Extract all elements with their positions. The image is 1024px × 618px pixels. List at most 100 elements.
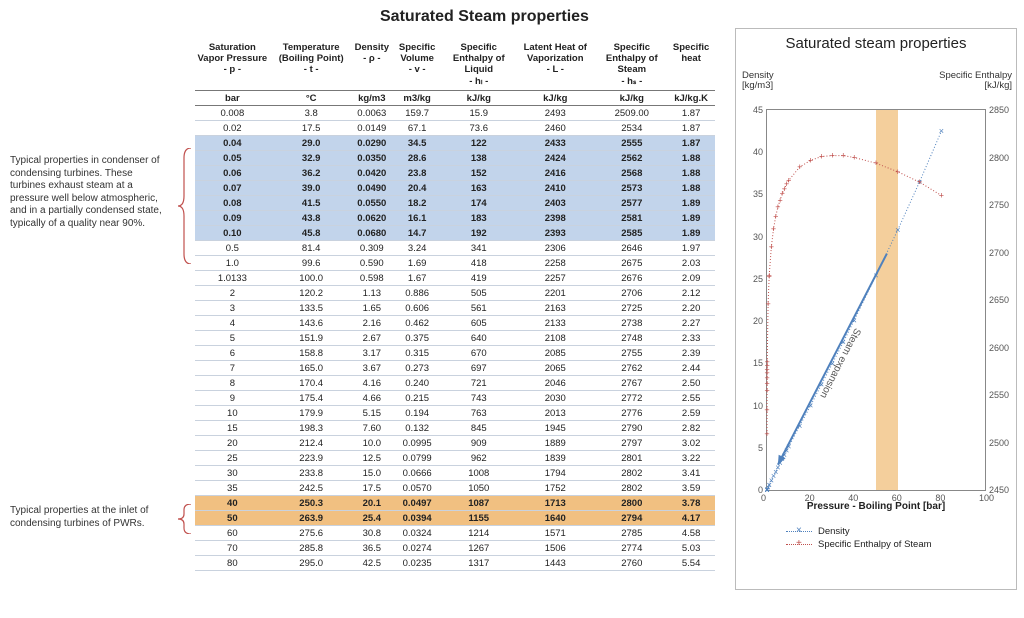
annotation-pwr: Typical properties at the inlet of conde… bbox=[10, 505, 170, 530]
cell: 159.7 bbox=[391, 106, 443, 121]
cell: 295.0 bbox=[270, 556, 353, 571]
cell: 1.88 bbox=[667, 166, 715, 181]
table-row: 20212.410.00.0995909188927973.02 bbox=[195, 436, 715, 451]
steam-table: Saturation Vapor Pressure- p -Temperatur… bbox=[195, 40, 715, 571]
table-row: 3133.51.650.606561216327252.20 bbox=[195, 301, 715, 316]
table-row: 1.099.60.5901.69418225826752.03 bbox=[195, 256, 715, 271]
cell: 2.44 bbox=[667, 361, 715, 376]
cell: 2433 bbox=[514, 136, 596, 151]
svg-text:+: + bbox=[769, 242, 774, 252]
cell: 242.5 bbox=[270, 481, 353, 496]
cell: 2306 bbox=[514, 241, 596, 256]
cell: 5.54 bbox=[667, 556, 715, 571]
cell: 0.0995 bbox=[391, 436, 443, 451]
cell: 15 bbox=[195, 421, 270, 436]
cell: 212.4 bbox=[270, 436, 353, 451]
table-row: 9175.44.660.215743203027722.55 bbox=[195, 391, 715, 406]
table-row: 15198.37.600.132845194527902.82 bbox=[195, 421, 715, 436]
legend: ×Density+Specific Enthalpy of Steam bbox=[786, 524, 932, 552]
cell: 20 bbox=[195, 436, 270, 451]
table-row: 5151.92.670.375640210827482.33 bbox=[195, 331, 715, 346]
cell: 1.69 bbox=[391, 256, 443, 271]
cell: 1317 bbox=[443, 556, 514, 571]
cell: 36.2 bbox=[270, 166, 353, 181]
cell: 640 bbox=[443, 331, 514, 346]
cell: 2802 bbox=[596, 466, 667, 481]
cell: 505 bbox=[443, 286, 514, 301]
cell: 2706 bbox=[596, 286, 667, 301]
cell: 0.0680 bbox=[353, 226, 391, 241]
cell: 17.5 bbox=[353, 481, 391, 496]
cell: 99.6 bbox=[270, 256, 353, 271]
cell: 0.10 bbox=[195, 226, 270, 241]
cell: 0.375 bbox=[391, 331, 443, 346]
cell: 0.0274 bbox=[391, 541, 443, 556]
cell: 12.5 bbox=[353, 451, 391, 466]
cell: 30 bbox=[195, 466, 270, 481]
cell: 0.0620 bbox=[353, 211, 391, 226]
cell: 2509.00 bbox=[596, 106, 667, 121]
cell: 2403 bbox=[514, 196, 596, 211]
svg-text:+: + bbox=[764, 405, 769, 415]
cell: 1.88 bbox=[667, 181, 715, 196]
svg-text:+: + bbox=[771, 224, 776, 234]
table-row: 0.0083.80.0063159.715.924932509.001.87 bbox=[195, 106, 715, 121]
cell: 0.0570 bbox=[391, 481, 443, 496]
cell: 0.06 bbox=[195, 166, 270, 181]
col-header: Specific Volume- v - bbox=[391, 40, 443, 91]
col-header: Density- ρ - bbox=[353, 40, 391, 91]
cell: 0.273 bbox=[391, 361, 443, 376]
cell: 32.9 bbox=[270, 151, 353, 166]
svg-text:+: + bbox=[917, 177, 922, 187]
cell: 1267 bbox=[443, 541, 514, 556]
cell: 2797 bbox=[596, 436, 667, 451]
cell: 1.0133 bbox=[195, 271, 270, 286]
cell: 4.58 bbox=[667, 526, 715, 541]
cell: 15.0 bbox=[353, 466, 391, 481]
cell: 2065 bbox=[514, 361, 596, 376]
cell: 9 bbox=[195, 391, 270, 406]
unit-cell: m3/kg bbox=[391, 91, 443, 106]
cell: 763 bbox=[443, 406, 514, 421]
cell: 0.0149 bbox=[353, 121, 391, 136]
cell: 0.0394 bbox=[391, 511, 443, 526]
cell: 0.0497 bbox=[391, 496, 443, 511]
cell: 0.606 bbox=[391, 301, 443, 316]
cell: 0.240 bbox=[391, 376, 443, 391]
cell: 0.08 bbox=[195, 196, 270, 211]
table-row: 0.0841.50.055018.2174240325771.89 bbox=[195, 196, 715, 211]
cell: 4.16 bbox=[353, 376, 391, 391]
cell: 2257 bbox=[514, 271, 596, 286]
cell: 2201 bbox=[514, 286, 596, 301]
cell: 2.03 bbox=[667, 256, 715, 271]
svg-text:+: + bbox=[764, 429, 769, 439]
table-row: 0.0943.80.062016.1183239825811.89 bbox=[195, 211, 715, 226]
cell: 0.0666 bbox=[391, 466, 443, 481]
cell: 50 bbox=[195, 511, 270, 526]
cell: 0.0063 bbox=[353, 106, 391, 121]
cell: 0.07 bbox=[195, 181, 270, 196]
plot-area: 0510152025303540452450250025502600265027… bbox=[766, 109, 986, 491]
cell: 5.03 bbox=[667, 541, 715, 556]
cell: 2568 bbox=[596, 166, 667, 181]
cell: 3.02 bbox=[667, 436, 715, 451]
cell: 4.66 bbox=[353, 391, 391, 406]
cell: 5.15 bbox=[353, 406, 391, 421]
table-row: 1.0133100.00.5981.67419225726762.09 bbox=[195, 271, 715, 286]
cell: 2.55 bbox=[667, 391, 715, 406]
cell: 17.5 bbox=[270, 121, 353, 136]
cell: 561 bbox=[443, 301, 514, 316]
table-row: 0.0217.50.014967.173.6246025341.87 bbox=[195, 121, 715, 136]
cell: 1752 bbox=[514, 481, 596, 496]
legend-item: ×Density bbox=[786, 526, 932, 537]
cell: 2760 bbox=[596, 556, 667, 571]
cell: 2800 bbox=[596, 496, 667, 511]
cell: 179.9 bbox=[270, 406, 353, 421]
unit-cell: kJ/kg.K bbox=[667, 91, 715, 106]
cell: 2085 bbox=[514, 346, 596, 361]
cell: 7 bbox=[195, 361, 270, 376]
cell: 1.89 bbox=[667, 196, 715, 211]
table-row: 40250.320.10.04971087171328003.78 bbox=[195, 496, 715, 511]
cell: 2416 bbox=[514, 166, 596, 181]
cell: 2738 bbox=[596, 316, 667, 331]
